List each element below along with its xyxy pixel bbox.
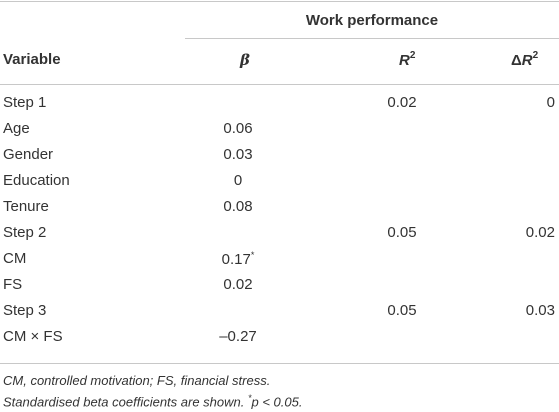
- cell-delta-r2: 0.03: [525, 302, 555, 319]
- cell-beta: –0.27: [200, 328, 276, 345]
- beta-value: 0.02: [223, 276, 253, 293]
- beta-value: 0: [233, 172, 243, 189]
- cell-variable: Tenure: [3, 198, 49, 215]
- cell-beta: 0.17*: [200, 250, 276, 268]
- table-row: FS 0.02: [0, 276, 559, 302]
- note-text: Standardised beta coefficients are shown…: [3, 394, 248, 410]
- table-row: Step 2 0.05 0.02: [0, 224, 559, 250]
- cell-variable: Step 3: [3, 302, 47, 319]
- cell-variable: Gender: [3, 146, 54, 163]
- cell-beta: 0.02: [200, 276, 276, 293]
- cell-delta-r2: 0.02: [525, 224, 555, 241]
- table-bottom-rule: [0, 363, 559, 364]
- cell-r2: 0.02: [387, 94, 417, 111]
- note-tail: p < 0.05.: [251, 394, 303, 410]
- beta-value: –0.27: [219, 328, 257, 345]
- column-header-beta: β: [240, 51, 250, 69]
- cell-r2: 0.05: [387, 302, 417, 319]
- beta-value: 0.06: [223, 120, 253, 137]
- column-header-r2: R2: [399, 50, 416, 69]
- header-rule: [0, 84, 559, 85]
- table-note-significance: Standardised beta coefficients are shown…: [3, 393, 302, 409]
- group-header-rule: [185, 38, 559, 39]
- cell-variable: CM × FS: [3, 328, 63, 345]
- cell-variable: Step 2: [3, 224, 47, 241]
- cell-variable: FS: [3, 276, 23, 293]
- table-row: CM × FS –0.27: [0, 328, 559, 354]
- table-row: Education 0: [0, 172, 559, 198]
- column-header-delta-r2: ΔR2: [511, 50, 539, 69]
- dr2-base: R: [521, 52, 533, 69]
- table-row: Step 3 0.05 0.03: [0, 302, 559, 328]
- beta-value: 0.03: [223, 146, 253, 163]
- group-header: Work performance: [305, 12, 439, 29]
- beta-value: 0.17: [221, 251, 251, 268]
- table-top-rule: [0, 1, 559, 2]
- table-row: Step 1 0.02 0: [0, 94, 559, 120]
- table-note-abbreviations: CM, controlled motivation; FS, financial…: [3, 373, 271, 388]
- table-row: Gender 0.03: [0, 146, 559, 172]
- cell-beta: 0.06: [200, 120, 276, 137]
- cell-r2: 0.05: [387, 224, 417, 241]
- cell-variable: CM: [3, 250, 27, 267]
- dr2-sup: 2: [532, 50, 539, 61]
- cell-variable: Education: [3, 172, 70, 189]
- note-mark: *: [247, 393, 252, 403]
- r2-sup: 2: [409, 50, 416, 61]
- significance-mark: *: [250, 250, 255, 260]
- column-header-variable: Variable: [3, 51, 61, 68]
- cell-beta: 0: [200, 172, 276, 189]
- table-row: Tenure 0.08: [0, 198, 559, 224]
- table-row: CM 0.17*: [0, 250, 559, 276]
- delta-symbol: Δ: [511, 52, 522, 69]
- cell-variable: Age: [3, 120, 30, 137]
- cell-beta: 0.08: [200, 198, 276, 215]
- cell-delta-r2: 0: [546, 94, 555, 111]
- beta-value: 0.08: [223, 198, 253, 215]
- r2-base: R: [399, 52, 410, 69]
- cell-variable: Step 1: [3, 94, 47, 111]
- cell-beta: 0.03: [200, 146, 276, 163]
- table-row: Age 0.06: [0, 120, 559, 146]
